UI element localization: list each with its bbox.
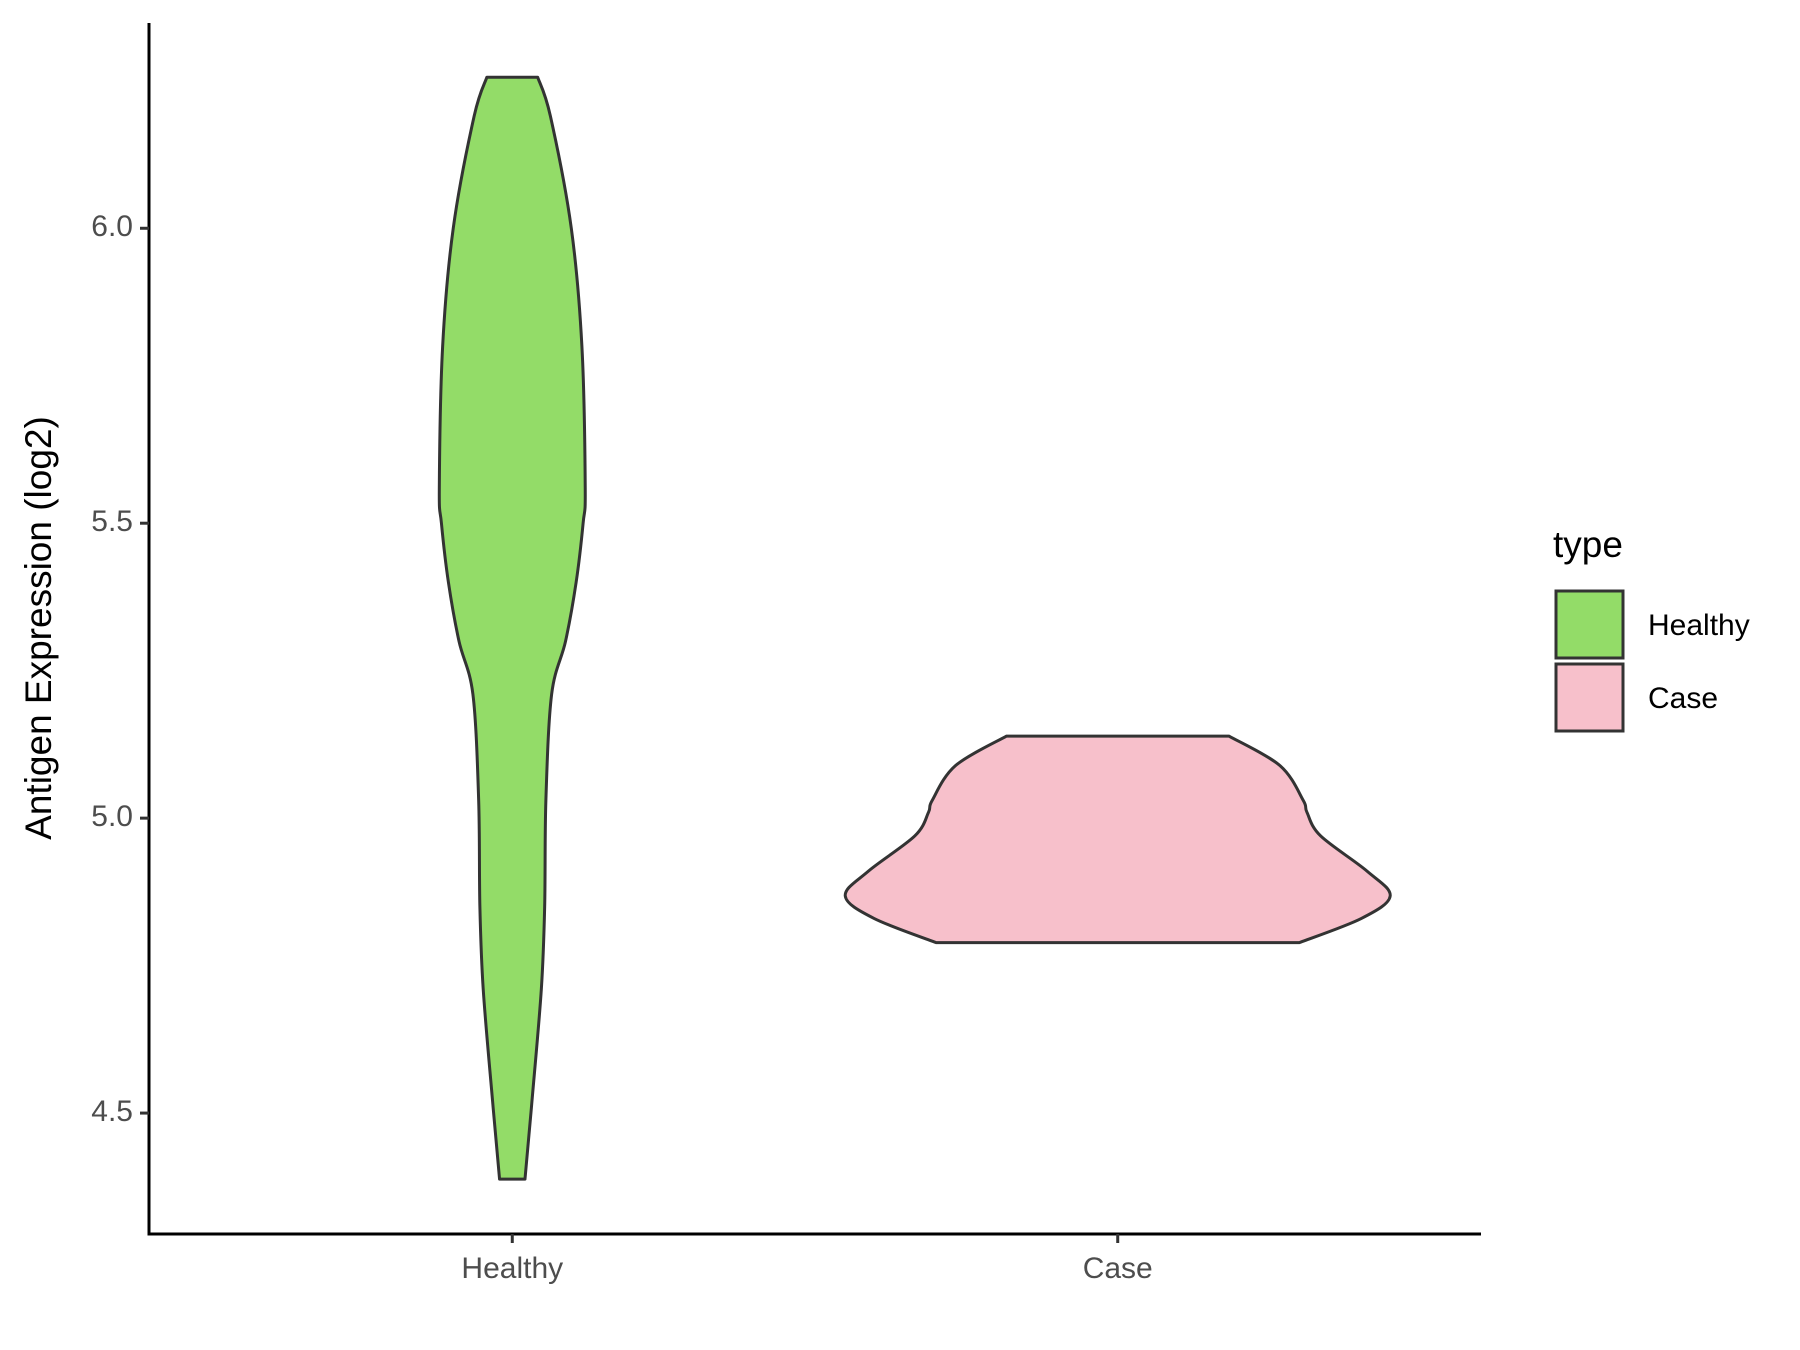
violin <box>437 75 587 1181</box>
x-tick-label: Case <box>1083 1252 1153 1285</box>
legend-label: Case <box>1648 682 1718 715</box>
y-tick-label: 5.5 <box>91 505 133 538</box>
legend-key <box>1554 662 1625 733</box>
y-tick-label: 6.0 <box>91 210 133 243</box>
y-tick-label: 5.0 <box>91 800 133 833</box>
y-axis-title: Antigen Expression (log2) <box>18 416 59 840</box>
x-tick-label: Healthy <box>461 1252 563 1285</box>
legend-label: Healthy <box>1648 609 1750 642</box>
legend-key <box>1554 589 1625 660</box>
legend-title: type <box>1553 524 1623 565</box>
violin <box>843 734 1392 945</box>
y-tick-label: 4.5 <box>91 1095 133 1128</box>
